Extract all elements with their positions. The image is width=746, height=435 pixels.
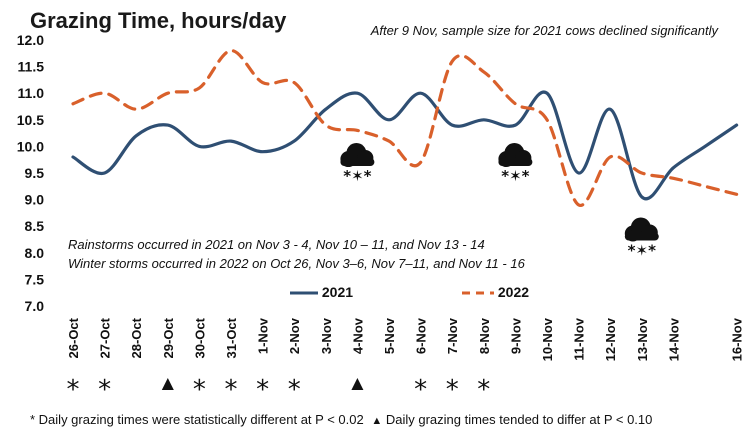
sample-size-note: After 9 Nov, sample size for 2021 cows d… (370, 23, 718, 38)
x-tick-label: 11-Nov (572, 317, 587, 360)
x-tick-label: 28-Oct (129, 317, 144, 358)
x-tick-label: 13-Nov (635, 317, 650, 361)
x-tick-label: 8-Nov (477, 317, 492, 354)
y-tick-label: 12.0 (17, 32, 44, 48)
significance-star: * (67, 375, 80, 405)
legend-2021-label: 2021 (321, 284, 354, 300)
x-tick-label: 2-Nov (287, 317, 302, 354)
x-tick-label: 4-Nov (350, 317, 365, 354)
svg-text:*✶*: *✶* (501, 167, 529, 185)
x-tick-label: 29-Oct (161, 317, 176, 358)
x-tick-label: 30-Oct (192, 317, 207, 358)
footnote: * Daily grazing times were statistically… (30, 412, 652, 427)
chart-title: Grazing Time, hours/day (30, 8, 287, 33)
y-tick-label: 7.0 (25, 298, 45, 314)
x-tick-label: 1-Nov (256, 317, 271, 354)
y-tick-label: 9.5 (25, 165, 45, 181)
significance-star: * (256, 375, 269, 405)
y-tick-label: 11.0 (18, 85, 45, 101)
y-tick-label: 7.5 (25, 271, 45, 287)
significance-triangle (351, 378, 364, 390)
significance-star: * (225, 375, 238, 405)
x-tick-label: 3-Nov (319, 317, 334, 354)
svg-text:*✶*: *✶* (343, 167, 371, 185)
x-tick-label: 7-Nov (445, 317, 460, 354)
x-tick-label: 14-Nov (666, 317, 681, 361)
winter-storm-note: Winter storms occurred in 2022 on Oct 26… (68, 256, 525, 271)
x-tick-label: 10-Nov (540, 317, 555, 361)
storm-cloud-icon: *✶* (340, 143, 375, 185)
x-tick-label: 6-Nov (414, 317, 429, 354)
x-tick-label: 5-Nov (382, 317, 397, 354)
significance-star: * (288, 375, 301, 405)
y-tick-label: 10.5 (17, 112, 44, 128)
legend-2021: 2021 (290, 284, 353, 300)
x-tick-label: 12-Nov (603, 317, 618, 361)
y-tick-label: 11.5 (18, 59, 45, 75)
svg-text:*✶*: *✶* (628, 242, 656, 260)
x-tick-label: 27-Oct (98, 317, 113, 358)
x-tick-label: 16-Nov (730, 317, 745, 361)
significance-star: * (193, 375, 206, 405)
rainstorm-note: Rainstorms occurred in 2021 on Nov 3 - 4… (68, 237, 485, 252)
legend-2022-label: 2022 (497, 284, 530, 300)
x-tick-label: 9-Nov (508, 317, 523, 354)
footnote-star-text: * Daily grazing times were statistically… (30, 412, 364, 427)
x-tick-label: 31-Oct (224, 317, 239, 358)
series-line-2022 (71, 49, 739, 207)
y-tick-label: 10.0 (17, 138, 44, 154)
y-tick-label: 9.0 (25, 192, 45, 208)
storm-cloud-icon: *✶* (498, 143, 533, 185)
significance-star: * (446, 375, 459, 405)
footnote-triangle-text: Daily grazing times tended to differ at … (385, 412, 653, 427)
storm-cloud-icon: *✶* (624, 217, 659, 260)
significance-star: * (414, 375, 427, 405)
triangle-icon: ▲ (371, 415, 383, 427)
y-tick-label: 8.5 (25, 218, 45, 234)
x-tick-label: 26-Oct (66, 317, 81, 358)
significance-star: * (98, 375, 111, 405)
series-line-2021 (71, 90, 739, 201)
significance-triangle (161, 378, 174, 390)
y-tick-label: 8.0 (25, 245, 45, 261)
significance-star: * (477, 375, 490, 405)
legend-2022: 2022 (462, 284, 529, 300)
